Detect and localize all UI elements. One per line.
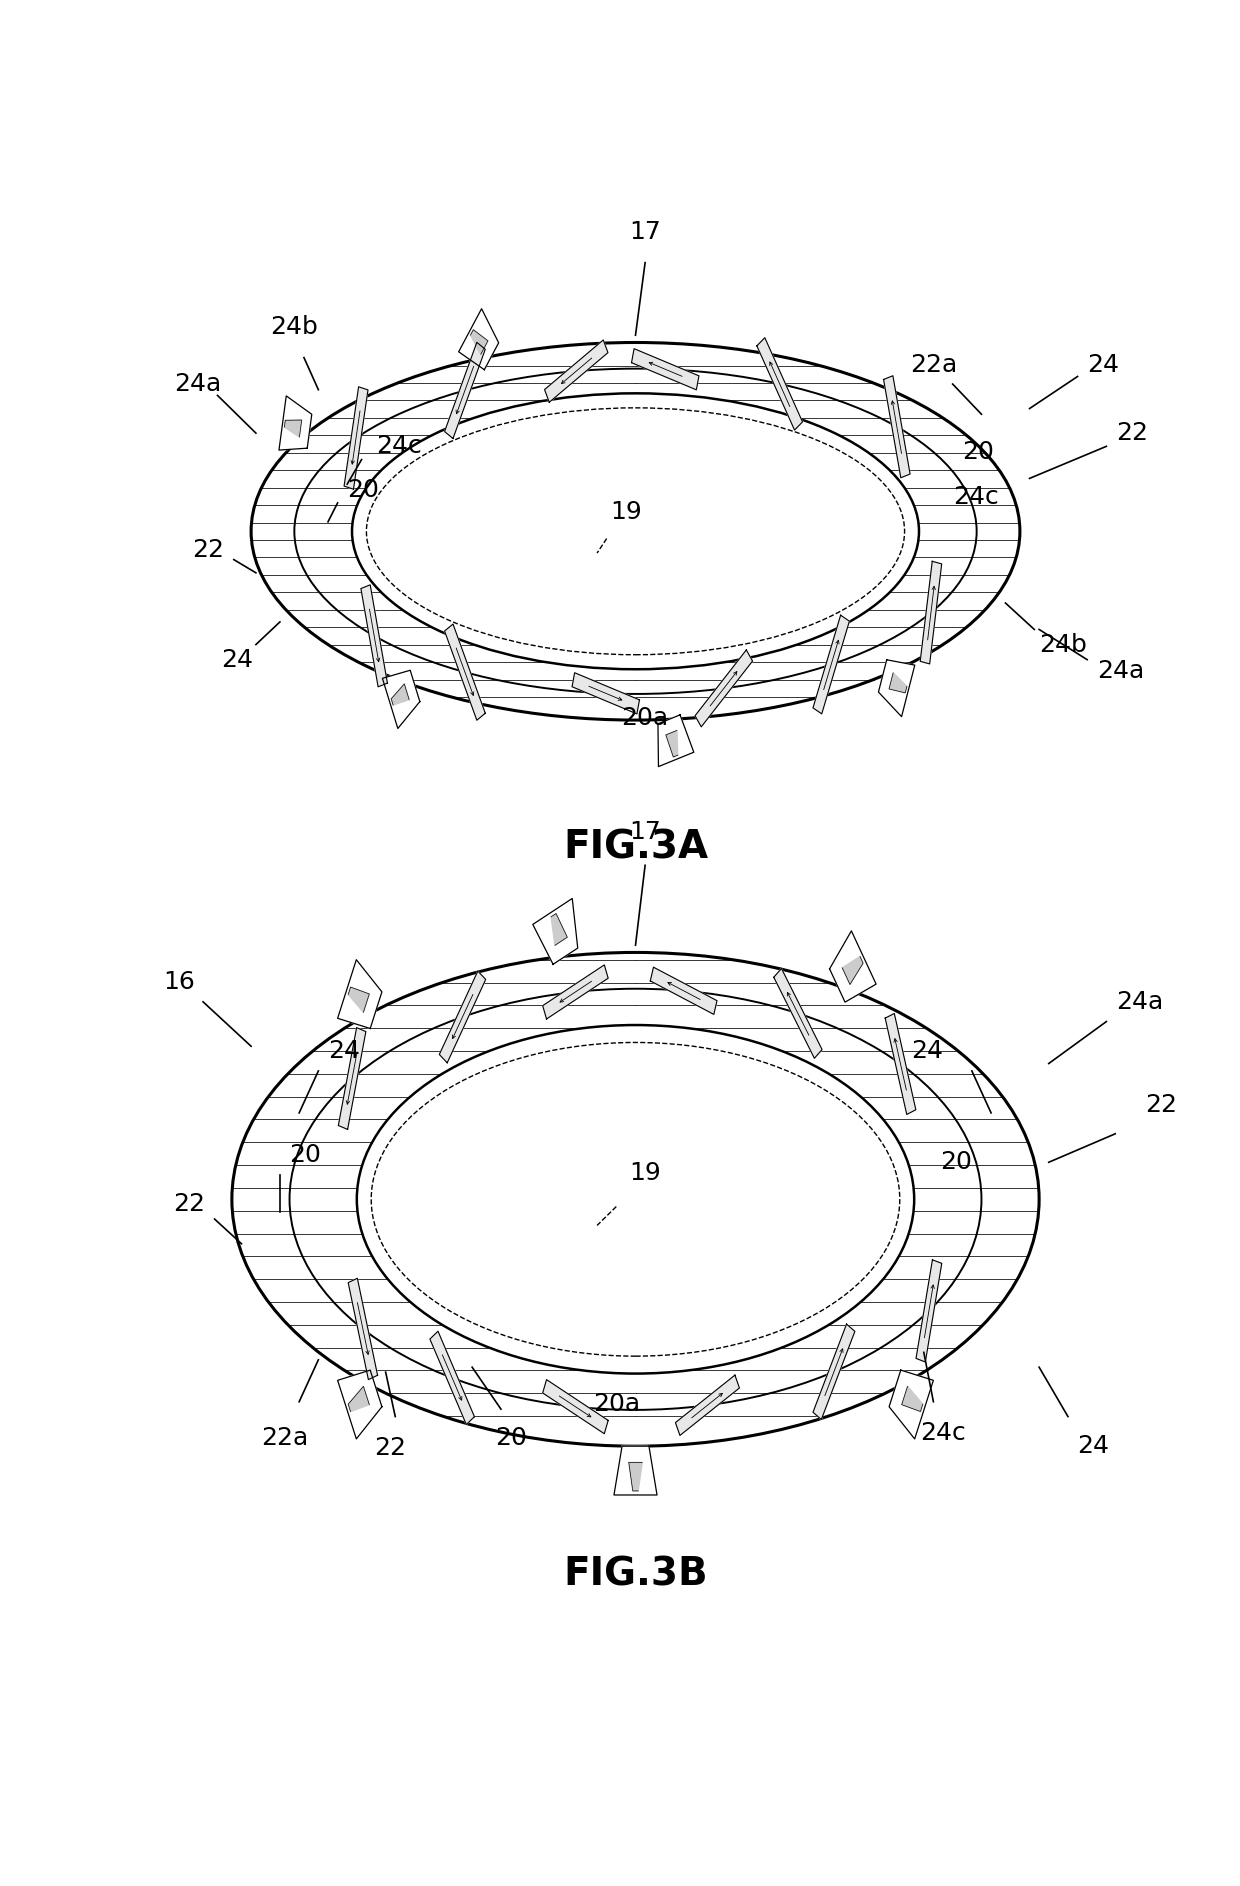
Text: 20: 20	[495, 1426, 527, 1450]
Text: 19: 19	[610, 500, 642, 524]
Text: 24: 24	[221, 647, 253, 671]
Polygon shape	[348, 1386, 370, 1411]
Text: 24b: 24b	[1039, 632, 1087, 656]
Text: 24: 24	[327, 1039, 360, 1064]
Polygon shape	[756, 338, 802, 430]
Ellipse shape	[232, 952, 1039, 1447]
Text: 22: 22	[1145, 1094, 1177, 1118]
Text: 24a: 24a	[1096, 658, 1145, 683]
Text: 24c: 24c	[920, 1422, 966, 1445]
Polygon shape	[279, 396, 311, 451]
Polygon shape	[284, 421, 301, 438]
Polygon shape	[916, 1260, 941, 1362]
Polygon shape	[459, 309, 498, 370]
Text: 24c: 24c	[376, 434, 422, 458]
Text: 24a: 24a	[175, 372, 222, 396]
Ellipse shape	[250, 343, 1021, 720]
Polygon shape	[470, 330, 489, 355]
Polygon shape	[901, 1386, 923, 1411]
Polygon shape	[382, 670, 420, 728]
Polygon shape	[830, 932, 877, 1001]
Text: 17: 17	[629, 221, 661, 243]
Text: 24: 24	[1078, 1433, 1110, 1458]
Text: 24a: 24a	[1116, 990, 1163, 1015]
Polygon shape	[666, 730, 678, 756]
Polygon shape	[392, 685, 409, 705]
Polygon shape	[445, 624, 485, 720]
Text: 22: 22	[192, 538, 224, 562]
Text: 17: 17	[629, 820, 661, 843]
Polygon shape	[885, 1013, 916, 1115]
Polygon shape	[543, 966, 608, 1018]
Polygon shape	[813, 1324, 854, 1420]
Polygon shape	[884, 375, 910, 477]
Text: 24c: 24c	[952, 485, 998, 509]
Polygon shape	[543, 1381, 608, 1433]
Text: 20: 20	[962, 439, 994, 464]
Text: 20: 20	[940, 1150, 972, 1175]
Polygon shape	[629, 1462, 642, 1492]
Text: 22: 22	[172, 1192, 205, 1216]
Text: 16: 16	[164, 969, 195, 994]
Polygon shape	[348, 986, 370, 1013]
Polygon shape	[337, 1369, 382, 1439]
Polygon shape	[430, 1332, 475, 1424]
Polygon shape	[544, 339, 608, 402]
Polygon shape	[339, 1028, 366, 1130]
Polygon shape	[337, 960, 382, 1028]
Text: 20a: 20a	[621, 705, 668, 730]
Polygon shape	[614, 1447, 657, 1496]
Polygon shape	[551, 913, 567, 945]
Ellipse shape	[357, 1024, 914, 1373]
Ellipse shape	[352, 394, 919, 670]
Polygon shape	[842, 956, 863, 984]
Polygon shape	[533, 898, 578, 964]
Text: 22: 22	[374, 1437, 407, 1460]
Polygon shape	[920, 562, 941, 664]
Polygon shape	[889, 1369, 934, 1439]
Polygon shape	[696, 651, 753, 726]
Text: 22: 22	[1116, 421, 1148, 445]
Text: 22a: 22a	[262, 1426, 309, 1450]
Polygon shape	[658, 715, 694, 766]
Text: 22a: 22a	[910, 353, 957, 377]
Text: 20a: 20a	[593, 1392, 640, 1416]
Polygon shape	[878, 660, 915, 717]
Text: 19: 19	[629, 1160, 661, 1184]
Text: FIG.3A: FIG.3A	[563, 830, 708, 868]
Polygon shape	[348, 1279, 377, 1381]
Text: 24: 24	[1087, 353, 1120, 377]
Text: 20: 20	[347, 477, 379, 502]
Polygon shape	[889, 673, 906, 692]
Polygon shape	[445, 343, 485, 439]
Polygon shape	[631, 349, 699, 390]
Polygon shape	[676, 1375, 739, 1435]
Polygon shape	[361, 585, 387, 687]
Text: 20: 20	[290, 1143, 321, 1167]
Polygon shape	[439, 971, 486, 1064]
Polygon shape	[572, 673, 640, 715]
Polygon shape	[813, 615, 849, 713]
Text: 24: 24	[911, 1039, 942, 1064]
Polygon shape	[650, 968, 717, 1015]
Text: 24b: 24b	[270, 315, 319, 339]
Polygon shape	[343, 387, 368, 488]
Polygon shape	[774, 969, 822, 1058]
Text: FIG.3B: FIG.3B	[563, 1556, 708, 1594]
